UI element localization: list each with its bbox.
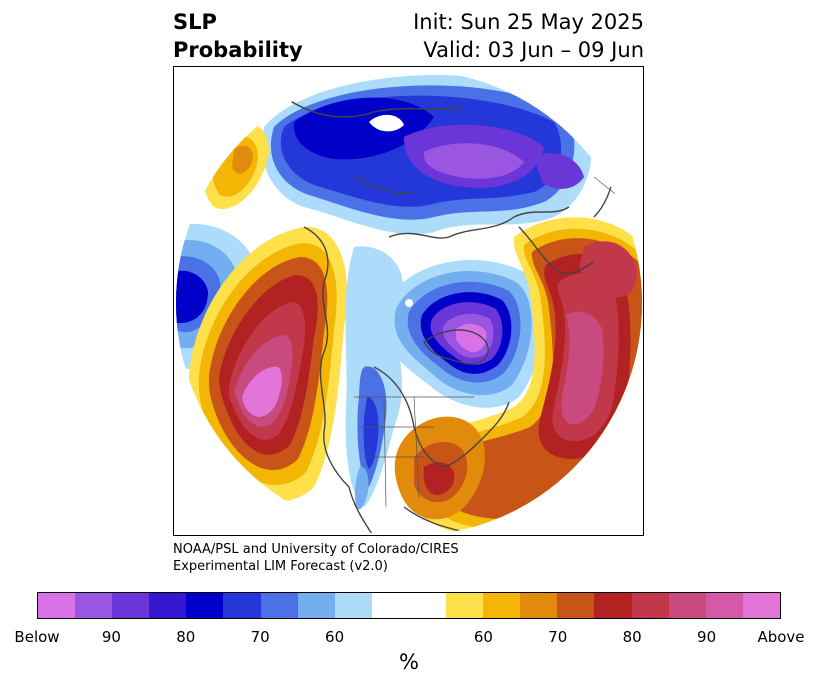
colorbar-swatch bbox=[520, 593, 558, 618]
colorbar-swatch bbox=[75, 593, 113, 618]
above-eastern-us bbox=[394, 416, 485, 520]
colorbar-tick-label: 60 bbox=[325, 628, 345, 646]
colorbar-swatch bbox=[631, 593, 669, 618]
colorbar-tick-label: Above bbox=[757, 628, 805, 646]
colorbar-swatch bbox=[260, 593, 298, 618]
colorbar-tick-label: 90 bbox=[697, 628, 717, 646]
coastlines bbox=[283, 86, 615, 535]
colorbar-tick-label: 60 bbox=[473, 628, 493, 646]
colorbar-swatch bbox=[668, 593, 706, 618]
colorbar-swatch bbox=[594, 593, 632, 618]
colorbar-swatch bbox=[112, 593, 150, 618]
colorbar-tick-label: 80 bbox=[622, 628, 642, 646]
probability-map bbox=[173, 66, 644, 536]
credit-org: NOAA/PSL and University of Colorado/CIRE… bbox=[173, 542, 459, 557]
above-east-pacific bbox=[188, 226, 348, 502]
colorbar-swatch bbox=[408, 593, 447, 618]
below-hudson-bay-low bbox=[382, 259, 545, 408]
valid-range: Valid: 03 Jun – 09 Jun bbox=[423, 38, 644, 62]
colorbar-swatch bbox=[38, 593, 76, 618]
polar-stereographic-map bbox=[176, 70, 642, 535]
north-pole-marker bbox=[405, 299, 413, 307]
title-variable: SLP bbox=[173, 10, 217, 34]
colorbar-swatch bbox=[223, 593, 261, 618]
forecast-dates: Init: Sun 25 May 2025 Valid: 03 Jun – 09… bbox=[413, 8, 644, 64]
colorbar-swatch bbox=[705, 593, 743, 618]
colorbar-swatch bbox=[297, 593, 335, 618]
colorbar-swatch bbox=[557, 593, 595, 618]
colorbar-swatch bbox=[149, 593, 187, 618]
title-metric: Probability bbox=[173, 38, 303, 62]
colorbar-swatch bbox=[446, 593, 484, 618]
init-date: Init: Sun 25 May 2025 bbox=[413, 10, 644, 34]
colorbar-tick-label: 80 bbox=[176, 628, 196, 646]
below-arctic-region bbox=[261, 74, 592, 235]
colorbar-swatch bbox=[483, 593, 521, 618]
colorbar bbox=[37, 592, 781, 619]
colorbar-swatch bbox=[334, 593, 372, 618]
colorbar-tick-label: 90 bbox=[101, 628, 121, 646]
colorbar-swatch bbox=[186, 593, 224, 618]
probability-field bbox=[176, 70, 642, 535]
colorbar-swatch bbox=[742, 593, 780, 618]
colorbar-unit: % bbox=[399, 650, 419, 674]
map-title: SLP Probability bbox=[173, 8, 303, 64]
colorbar-swatch bbox=[371, 593, 409, 618]
colorbar-tick-label: 70 bbox=[250, 628, 270, 646]
credit-model: Experimental LIM Forecast (v2.0) bbox=[173, 559, 388, 574]
credit: NOAA/PSL and University of Colorado/CIRE… bbox=[173, 541, 459, 575]
colorbar-tick-label: Below bbox=[14, 628, 60, 646]
colorbar-tick-label: 70 bbox=[548, 628, 568, 646]
